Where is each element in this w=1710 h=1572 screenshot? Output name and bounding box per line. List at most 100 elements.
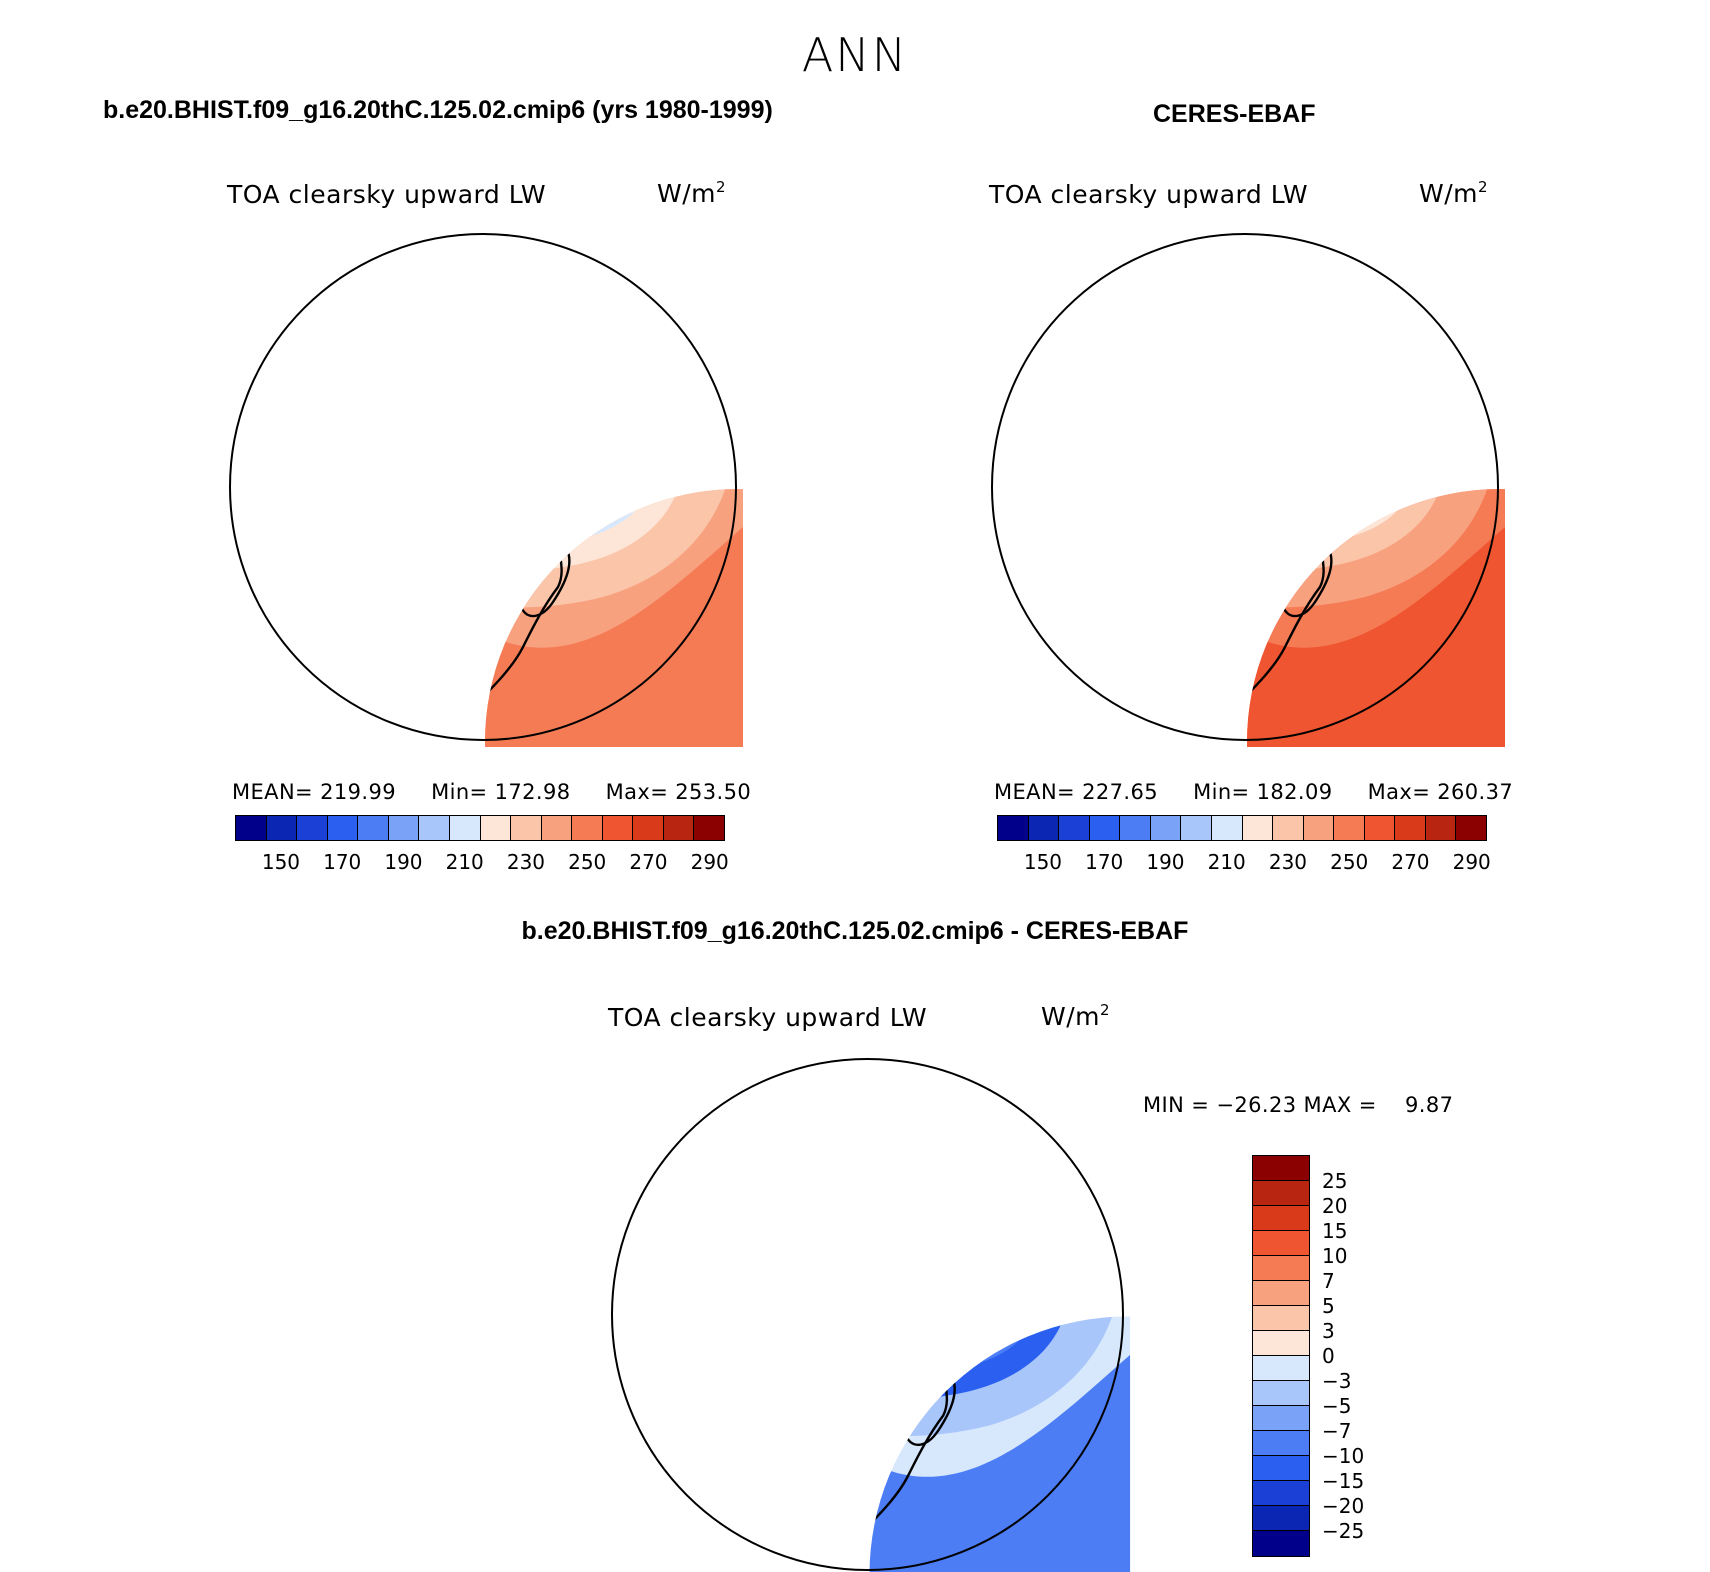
colorbar-tick-label: 210 xyxy=(445,850,484,874)
colorbar-tick-label: 150 xyxy=(261,850,301,874)
colorbar-swatch xyxy=(388,816,420,840)
field-deep-blue xyxy=(869,1316,969,1353)
field-pale xyxy=(1247,489,1445,576)
field-ring xyxy=(485,489,733,608)
colorbar-tick-label: −7 xyxy=(1322,1419,1352,1443)
map-field xyxy=(1005,282,1505,747)
colorbar-tick-label: 250 xyxy=(568,850,607,874)
field-pale xyxy=(869,1316,1070,1404)
left-panel-heading: b.e20.BHIST.f09_g16.20thC.125.02.cmip6 (… xyxy=(103,96,773,124)
field-core xyxy=(751,1316,850,1431)
coastline-kamchatka xyxy=(1019,1107,1085,1233)
map-boundary-circle xyxy=(229,233,737,741)
map-field xyxy=(748,1107,1131,1572)
colorbar-swatch xyxy=(1253,1431,1309,1456)
colorbar-swatch xyxy=(1253,1531,1309,1556)
coastline-greenland xyxy=(1127,497,1222,609)
left-panel-variable: TOA clearsky upward LW xyxy=(227,180,547,209)
coastline-british-isles xyxy=(869,1494,874,1528)
colorbar-swatch xyxy=(1253,1231,1309,1256)
colorbar-swatch xyxy=(663,816,695,840)
coastline-greenland xyxy=(365,497,460,609)
left-max: Max= 253.50 xyxy=(605,780,752,804)
colorbar-swatch xyxy=(1253,1281,1309,1306)
colorbar-swatch xyxy=(1253,1406,1309,1431)
colorbar-swatch xyxy=(1253,1256,1309,1281)
right-panel-units: W/m2 xyxy=(1419,178,1489,208)
colorbar-tick-label: 270 xyxy=(629,850,668,874)
coastline-kamchatka xyxy=(633,282,698,407)
coastline-eurasia xyxy=(1247,489,1363,704)
coastline-eurasia xyxy=(869,1316,987,1533)
coastline-kamchatka xyxy=(1395,282,1460,407)
field-ring xyxy=(869,1316,1120,1437)
colorbar-swatch xyxy=(480,816,512,840)
colorbar-swatch xyxy=(511,816,542,840)
left-colorbar xyxy=(235,815,725,841)
colorbar-tick-label: −25 xyxy=(1322,1519,1365,1543)
colorbar-swatch xyxy=(1059,816,1090,840)
coastline-svalbard xyxy=(496,519,516,538)
right-max: Max= 260.37 xyxy=(1367,780,1514,804)
colorbar-swatch xyxy=(1253,1356,1309,1381)
colorbar-tick-label: 20 xyxy=(1322,1194,1348,1218)
coastline-north-america xyxy=(1005,471,1225,617)
coastline-svalbard xyxy=(881,1347,901,1366)
left-colorbar-labels: 150 170 190 210 230 250 270 290 xyxy=(235,850,729,874)
colorbar-swatch xyxy=(1425,816,1457,840)
colorbar-swatch xyxy=(1089,816,1121,840)
colorbar-tick-label: −3 xyxy=(1322,1369,1352,1393)
field-core xyxy=(368,489,466,603)
colorbar-swatch xyxy=(1273,816,1304,840)
colorbar-swatch xyxy=(236,816,267,840)
coastline-novaya-zemlya xyxy=(1313,489,1355,511)
coastline-greenland xyxy=(748,1325,844,1438)
colorbar-tick-label: 3 xyxy=(1322,1319,1335,1343)
colorbar-swatch xyxy=(1028,816,1060,840)
left-panel-stats: MEAN= 219.99 Min= 172.98 Max= 253.50 xyxy=(232,780,751,804)
field-warm-band xyxy=(1247,527,1505,747)
field-deep-blue xyxy=(485,489,583,525)
colorbar-swatch xyxy=(1120,816,1151,840)
colorbar-swatch xyxy=(327,816,359,840)
field-pale xyxy=(485,489,683,576)
right-panel-heading: CERES-EBAF xyxy=(1153,100,1316,128)
field-mid-blue xyxy=(869,1316,1012,1362)
field-light-blue xyxy=(1247,489,1417,543)
right-min: Min= 182.09 xyxy=(1193,780,1333,804)
page-title: ANN xyxy=(801,28,909,82)
colorbar-swatch xyxy=(602,816,634,840)
diff-panel-variable: TOA clearsky upward LW xyxy=(608,1003,928,1032)
colorbar-swatch xyxy=(1253,1306,1309,1331)
colorbar-swatch xyxy=(266,816,298,840)
field-warm-band xyxy=(485,527,743,747)
coastline-svalbard xyxy=(1258,519,1278,538)
colorbar-swatch xyxy=(1253,1381,1309,1406)
field-hotspot xyxy=(1156,524,1205,586)
left-polar-map xyxy=(229,233,743,747)
colorbar-tick-label: 25 xyxy=(1322,1169,1348,1193)
coastline-eurasia xyxy=(485,489,601,704)
colorbar-swatch xyxy=(1150,816,1182,840)
diff-polar-map xyxy=(611,1058,1131,1572)
coastline-north-america xyxy=(243,471,463,617)
colorbar-swatch xyxy=(1242,816,1274,840)
colorbar-tick-label: 7 xyxy=(1322,1269,1335,1293)
colorbar-tick-label: 15 xyxy=(1322,1219,1348,1243)
colorbar-tick-label: 170 xyxy=(1085,850,1124,874)
field-hotspot xyxy=(394,524,443,586)
colorbar-swatch xyxy=(1253,1506,1309,1531)
colorbar-swatch xyxy=(1303,816,1335,840)
field-warm-band xyxy=(869,1354,1131,1572)
colorbar-tick-label: 190 xyxy=(384,850,423,874)
colorbar-swatch xyxy=(541,816,573,840)
colorbar-tick-label: 230 xyxy=(506,850,546,874)
coastline-iceland xyxy=(800,1443,823,1459)
colorbar-tick-label: 270 xyxy=(1391,850,1430,874)
coastline-iceland xyxy=(416,615,439,631)
colorbar-swatch xyxy=(1253,1331,1309,1356)
diff-colorbar xyxy=(1252,1155,1310,1557)
colorbar-tick-label: 5 xyxy=(1322,1294,1335,1318)
colorbar-swatch xyxy=(1253,1156,1309,1181)
diff-panel-minmax: MIN = −26.23 MAX = 9.87 xyxy=(1143,1093,1454,1117)
